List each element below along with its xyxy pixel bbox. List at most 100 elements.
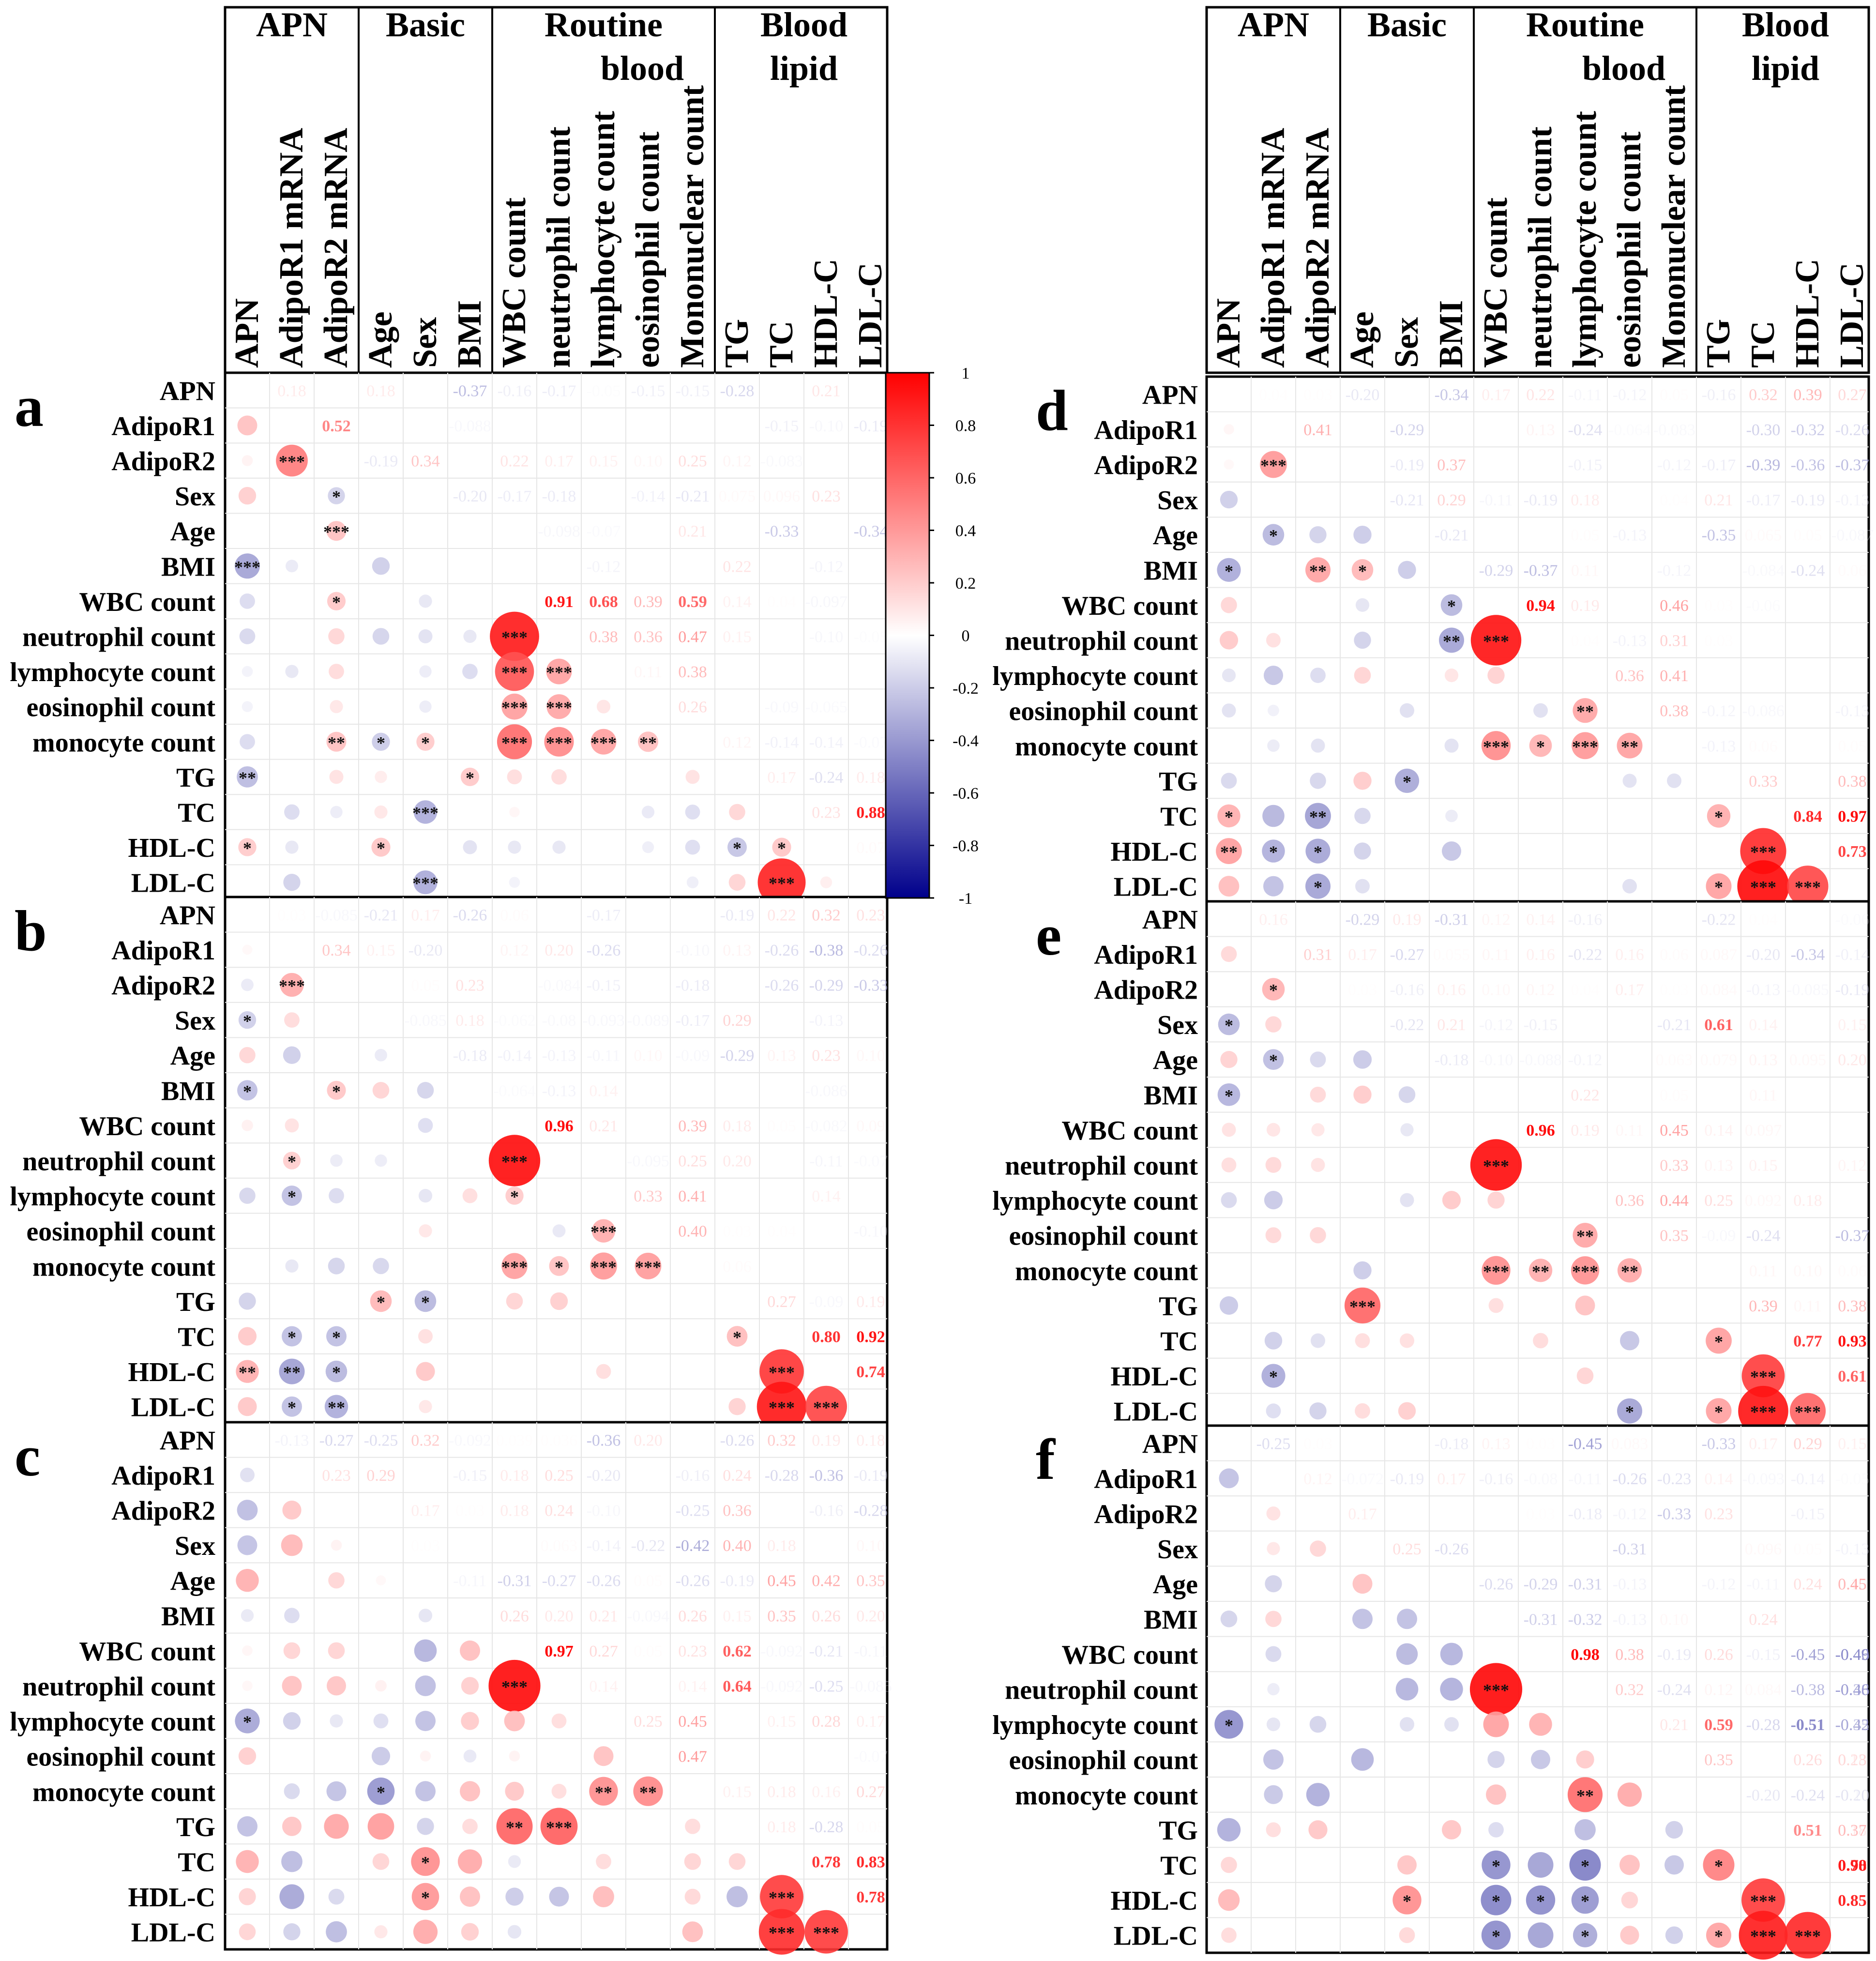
- correlation-value: -0.26: [1835, 421, 1870, 439]
- correlation-circle: [1219, 631, 1239, 650]
- column-label: TG: [1700, 319, 1737, 368]
- correlation-value: -0.13: [1746, 981, 1781, 999]
- correlation-value: -0.13: [275, 1431, 309, 1449]
- correlation-circle: [237, 1080, 257, 1101]
- correlation-value: -0.10: [1835, 1786, 1870, 1804]
- correlation-value: -0.33: [765, 523, 799, 541]
- correlation-circle: [283, 1712, 301, 1730]
- correlation-value: -0.22: [1390, 1016, 1424, 1034]
- correlation-value: 0.095: [1789, 1051, 1827, 1069]
- correlation-value: 0.21: [1660, 1716, 1689, 1734]
- significance-marker: ***: [1483, 632, 1509, 651]
- correlation-value: 0.64: [723, 1678, 752, 1696]
- column-label: AdipoR2 mRNA: [318, 128, 355, 368]
- significance-marker: *: [332, 1363, 341, 1382]
- significance-marker: ***: [323, 522, 349, 542]
- correlation-circle: [282, 1500, 302, 1520]
- correlation-value: 0.27: [767, 1293, 796, 1311]
- correlation-circle: [1260, 451, 1287, 478]
- correlation-circle: [1266, 633, 1281, 648]
- correlation-circle: [1221, 1157, 1237, 1172]
- correlation-value: 0.25: [1704, 1192, 1733, 1210]
- correlation-value: 0.73: [1838, 843, 1867, 861]
- correlation-value: 0.21: [1437, 1016, 1466, 1034]
- correlation-circle: [1305, 803, 1331, 829]
- correlation-value: 0.23: [455, 977, 484, 995]
- correlation-value: 0.055: [1433, 946, 1470, 964]
- correlation-value: 0.18: [723, 1117, 752, 1135]
- row-label: LDL-C: [131, 868, 215, 898]
- row-label: HDL-C: [1111, 837, 1198, 867]
- correlation-value: 0.17: [411, 906, 440, 924]
- correlation-value: -0.38: [1835, 1681, 1870, 1699]
- correlation-circle: [283, 1046, 301, 1064]
- correlation-value: -0.23: [1657, 1470, 1692, 1488]
- correlation-value: 0.19: [856, 1293, 885, 1311]
- correlation-value: 0.45: [1838, 1576, 1867, 1594]
- row-label: WBC count: [79, 587, 215, 617]
- colorbar-tick-label: -0.2: [953, 680, 979, 698]
- correlation-value: 0.19: [1571, 597, 1600, 615]
- colorbar-tick-label: 0.2: [955, 575, 976, 593]
- correlation-value: 0.91: [545, 593, 574, 611]
- correlation-circle: [239, 1292, 256, 1310]
- correlation-value: -0.26: [765, 942, 799, 959]
- correlation-value: -0.15: [453, 1467, 487, 1485]
- correlation-circle: [238, 838, 257, 856]
- correlation-circle: [505, 1887, 524, 1906]
- significance-marker: **: [1532, 1262, 1549, 1281]
- correlation-circle: [1352, 1574, 1373, 1594]
- correlation-circle: [1400, 1123, 1414, 1137]
- correlation-circle: [461, 1923, 479, 1941]
- correlation-value: 0.22: [723, 558, 752, 576]
- correlation-circle: [1265, 1157, 1282, 1173]
- correlation-circle: [1481, 1920, 1511, 1950]
- correlation-value: 0.36: [634, 628, 663, 646]
- significance-marker: *: [1492, 1891, 1500, 1911]
- correlation-value: 0.36: [723, 1502, 752, 1520]
- correlation-value: -0.33: [1702, 1435, 1736, 1453]
- correlation-value: -0.11: [1568, 386, 1602, 404]
- row-label: AdipoR2: [1094, 975, 1198, 1005]
- correlation-value: 0.11: [1794, 1297, 1822, 1315]
- correlation-value: 0.19: [1392, 911, 1422, 928]
- correlation-value: 0.32: [1615, 1681, 1644, 1699]
- correlation-circle: [1217, 558, 1241, 582]
- column-label: AdipoR1 mRNA: [273, 128, 310, 368]
- correlation-circle: [1261, 1364, 1286, 1388]
- correlation-value: -0.086: [805, 1082, 847, 1100]
- correlation-circle: [375, 1154, 387, 1167]
- correlation-circle: [1266, 1506, 1281, 1520]
- correlation-value: -0.34: [1791, 946, 1825, 964]
- correlation-circle: [462, 664, 478, 679]
- correlation-value: 0.04: [1571, 981, 1600, 999]
- correlation-value: 0.10: [856, 1047, 885, 1065]
- correlation-circle: [240, 734, 255, 750]
- correlation-value: -0.16: [1390, 981, 1424, 999]
- correlation-value: -0.18: [542, 487, 576, 505]
- correlation-value: -0.08: [542, 1012, 576, 1030]
- column-label: HDL-C: [1789, 258, 1826, 368]
- correlation-value: -0.38: [1791, 1681, 1825, 1699]
- significance-marker: ***: [1750, 1367, 1776, 1386]
- correlation-value: 0.22: [500, 453, 529, 471]
- correlation-value: 0.06: [1749, 737, 1778, 755]
- correlation-value: 0.06: [1838, 1262, 1867, 1280]
- correlation-circle: [374, 1925, 388, 1939]
- correlation-value: 0.68: [589, 593, 618, 611]
- colorbar: 1 0.8 0.6 0.4 0.2 0 -0.2 -0.4 -0.6 -0.8 -1: [885, 365, 979, 908]
- correlation-circle: [413, 800, 438, 824]
- significance-marker: ***: [590, 1257, 617, 1277]
- correlation-value: -0.31: [1613, 1540, 1647, 1558]
- correlation-circle: [373, 1258, 389, 1275]
- correlation-value: 0.18: [1838, 1822, 1867, 1839]
- correlation-circle: [331, 1539, 342, 1551]
- correlation-circle: [1266, 1123, 1281, 1137]
- significance-marker: **: [283, 1363, 301, 1382]
- correlation-value: -0.29: [1346, 911, 1380, 928]
- correlation-circle: [1355, 879, 1370, 894]
- correlation-value: 0.12: [500, 942, 529, 959]
- panel-letter-c: c: [15, 1424, 40, 1488]
- correlation-circle: [1529, 734, 1552, 757]
